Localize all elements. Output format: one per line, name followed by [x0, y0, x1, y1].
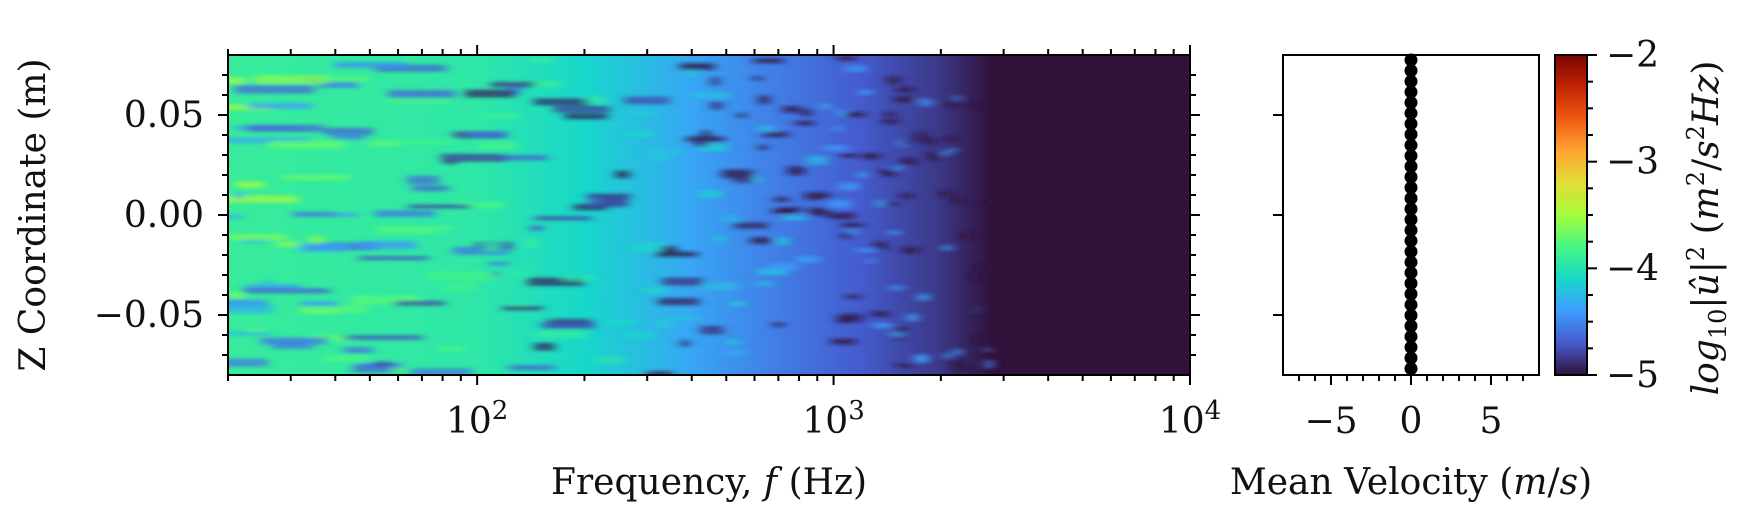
vel-x-tick-label: 0	[1400, 401, 1423, 442]
heatmap-y-axis-label: Z Coordinate (m)	[13, 58, 54, 371]
velocity-point	[1404, 276, 1418, 290]
velocity-point	[1404, 351, 1418, 365]
x-tick-label: 102	[446, 396, 508, 442]
velocity-point	[1404, 362, 1418, 376]
heatmap-texture	[228, 55, 994, 375]
velocity-point	[1404, 74, 1418, 88]
y-tick-label: −0.05	[94, 295, 204, 336]
velocity-point	[1404, 298, 1418, 312]
velocity-point	[1404, 319, 1418, 333]
velocity-point	[1404, 96, 1418, 110]
velocity-point	[1404, 308, 1418, 322]
velocity-series	[1404, 53, 1418, 376]
y-tick-label: 0.05	[124, 95, 204, 136]
velocity-point	[1404, 223, 1418, 237]
velocity-point	[1404, 170, 1418, 184]
x-tick-label: 104	[1159, 396, 1221, 442]
velocity-point	[1404, 181, 1418, 195]
heatmap-panel: 102 103 104 0.05 0.00 −0.05 Frequency, f (Hz…	[13, 45, 1221, 503]
velocity-x-axis-label: Mean Velocity (m/s)	[1230, 462, 1592, 503]
vel-x-tick-label: −5	[1304, 401, 1357, 442]
vel-x-tick-label: 5	[1480, 401, 1503, 442]
colorbar-tick-label: −5	[1606, 355, 1659, 396]
velocity-point	[1404, 202, 1418, 216]
heatmap-x-axis-label: Frequency, f (Hz)	[551, 462, 867, 503]
velocity-point	[1404, 255, 1418, 269]
velocity-point	[1404, 266, 1418, 280]
colorbar-ticks: −2 −3 −4 −5	[1587, 35, 1659, 396]
heatmap-x-ticks: 102 103 104	[227, 45, 1221, 442]
heatmap-y-ticks: 0.05 0.00 −0.05	[94, 74, 1200, 356]
colorbar-tick-label: −2	[1606, 35, 1659, 76]
velocity-point	[1404, 106, 1418, 120]
velocity-point	[1404, 234, 1418, 248]
velocity-point	[1404, 340, 1418, 354]
velocity-point	[1404, 149, 1418, 163]
velocity-point	[1404, 127, 1418, 141]
colorbar-gradient	[1554, 54, 1588, 376]
velocity-point	[1404, 117, 1418, 131]
velocity-point	[1404, 213, 1418, 227]
velocity-point	[1404, 191, 1418, 205]
velocity-point	[1404, 138, 1418, 152]
colorbar-label: log10|û|2 (m2/s2Hz)	[1682, 61, 1732, 396]
velocity-point	[1404, 85, 1418, 99]
velocity-x-ticks: −5 0 5	[1298, 375, 1524, 442]
x-tick-label: 103	[802, 396, 864, 442]
velocity-point	[1404, 53, 1418, 67]
velocity-panel: −5 0 5 Mean Velocity (m/s)	[1230, 53, 1592, 503]
colorbar: −2 −3 −4 −5 log10|û|2 (m2/s2Hz)	[1554, 35, 1732, 396]
colorbar-tick-label: −3	[1606, 142, 1659, 183]
y-tick-label: 0.00	[124, 195, 204, 236]
velocity-point	[1404, 330, 1418, 344]
velocity-point	[1404, 245, 1418, 259]
velocity-point	[1404, 64, 1418, 78]
velocity-y-ticks	[1273, 114, 1283, 316]
colorbar-tick-label: −4	[1606, 248, 1659, 289]
velocity-point	[1404, 287, 1418, 301]
velocity-point	[1404, 159, 1418, 173]
